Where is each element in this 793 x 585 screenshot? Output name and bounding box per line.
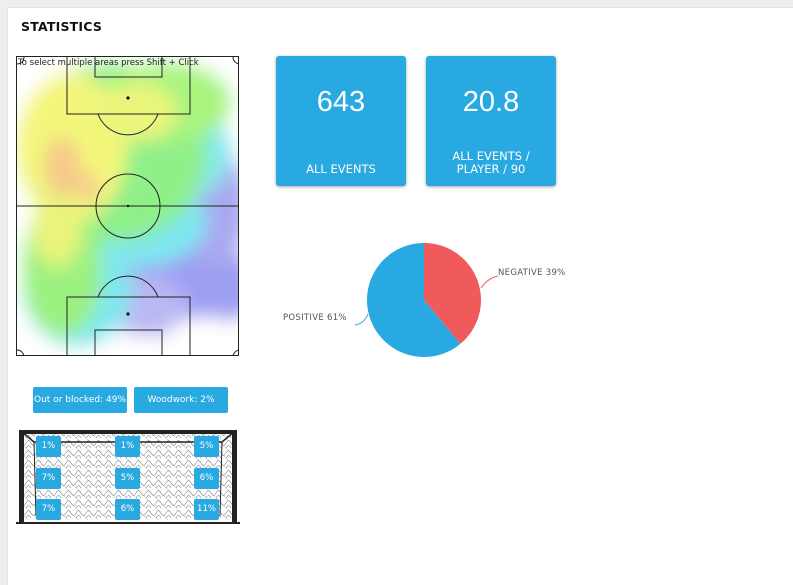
out-or-blocked-button[interactable]: Out or blocked: 49%	[33, 387, 127, 413]
events-per-player-label: ALL EVENTS / PLAYER / 90	[452, 149, 530, 176]
page-title: STATISTICS	[21, 19, 103, 34]
heatmap-hint: To select multiple areas press Shift + C…	[18, 58, 199, 68]
woodwork-button[interactable]: Woodwork: 2%	[134, 387, 228, 413]
pie-leader-positive	[354, 313, 369, 326]
events-per-player-card: 20.8 ALL EVENTS / PLAYER / 90	[426, 56, 556, 186]
heatmap-pitch[interactable]: To select multiple areas press Shift + C…	[16, 56, 239, 356]
all-events-label: ALL EVENTS	[306, 162, 376, 176]
goal-zone-mid-center: 5%	[115, 468, 140, 489]
statistics-panel: STATISTICS	[7, 7, 793, 585]
heatmap-svg	[17, 57, 238, 355]
pie-label-negative: NEGATIVE 39%	[498, 268, 566, 278]
pie-leader-negative	[480, 275, 499, 289]
goal-zone-top-center: 1%	[115, 436, 140, 457]
goal-zone-top-left: 1%	[36, 436, 61, 457]
goal-zone-bottom-right: 11%	[194, 499, 219, 520]
all-events-value: 643	[316, 86, 366, 118]
goal-zone-mid-right: 6%	[194, 468, 219, 489]
pie-label-positive: POSITIVE 61%	[283, 313, 347, 323]
pie-slice-positive[interactable]	[367, 243, 461, 357]
goal-zone-top-right: 5%	[194, 436, 219, 457]
all-events-card: 643 ALL EVENTS	[276, 56, 406, 186]
goal-zone-bottom-center: 6%	[115, 499, 140, 520]
events-per-player-value: 20.8	[462, 86, 520, 118]
goal-zone-mid-left: 7%	[36, 468, 61, 489]
pie-chart	[354, 243, 499, 357]
goal-zones: 1% 1% 5% 7% 5% 6% 7% 6% 11%	[16, 428, 240, 526]
goal-zone-bottom-left: 7%	[36, 499, 61, 520]
pie-slice-negative[interactable]	[424, 243, 481, 344]
